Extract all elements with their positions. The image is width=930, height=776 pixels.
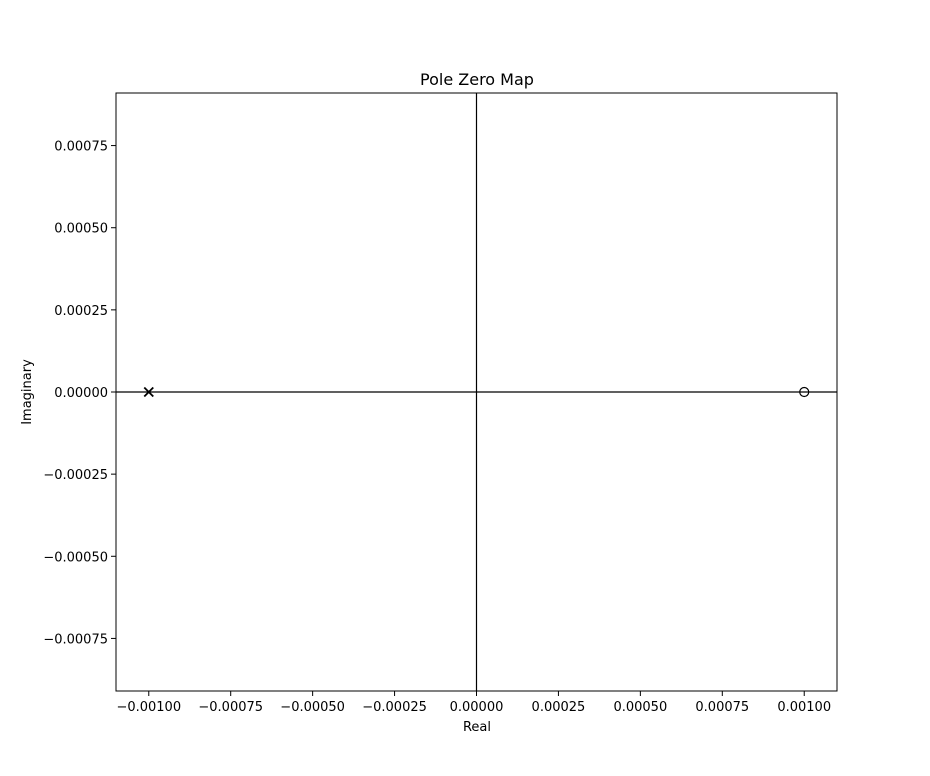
y-axis-label: Imaginary [20,359,35,425]
y-tick-label: 0.00075 [54,140,108,155]
chart-title: Pole Zero Map [420,70,534,89]
plot-frame [115,92,838,692]
x-tick-label: −0.00050 [280,700,345,715]
zero-marker [799,386,810,398]
x-tick-label: −0.00025 [362,700,427,715]
y-axis-ticks: 0.00075 0.00050 0.00025 0.00000 −0.00025 −0.0… [43,140,116,647]
y-tick-label: 0.00000 [54,386,108,401]
y-tick-label: −0.00075 [43,632,108,647]
pole-zero-markers [143,386,810,398]
x-tick-label: 0.00075 [695,700,749,715]
pole-marker [143,386,154,398]
x-tick-label: 0.00025 [532,700,586,715]
x-tick-label: 0.00100 [777,700,831,715]
y-tick-label: 0.00050 [54,222,108,237]
pole-marker-stroke [143,386,154,398]
x-axis-label: Real [463,720,491,735]
x-tick-label: −0.00075 [198,700,263,715]
x-tick-label: 0.00050 [613,700,667,715]
y-tick-label: −0.00050 [43,550,108,565]
x-axis-ticks: −0.00100 −0.00075 −0.00050 −0.00025 0.00000 0… [116,691,831,715]
x-tick-label: 0.00000 [450,700,504,715]
y-tick-label: −0.00025 [43,468,108,483]
x-tick-label: −0.00100 [116,700,181,715]
y-tick-label: 0.00025 [54,304,108,319]
